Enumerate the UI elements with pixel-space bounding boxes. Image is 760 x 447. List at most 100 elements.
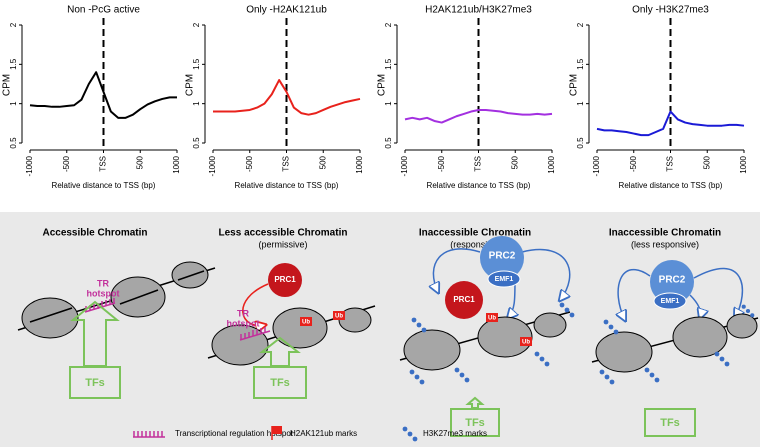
tf-label: TFs bbox=[660, 417, 680, 429]
ub-flag bbox=[333, 311, 345, 320]
panel-permissive: Less accessible Chromatin (permissive) P… bbox=[207, 228, 376, 399]
tf-arrow bbox=[259, 336, 301, 367]
panel-subtitle: (responsive) bbox=[450, 239, 500, 249]
diagram-background bbox=[0, 212, 760, 447]
nucleosome bbox=[272, 307, 328, 349]
y-tick-label: 2 bbox=[576, 22, 585, 27]
x-tick-label: 500 bbox=[702, 155, 711, 169]
y-tick-label: 2 bbox=[9, 22, 18, 27]
x-tick-label: 500 bbox=[318, 155, 327, 169]
tf-box bbox=[450, 408, 500, 437]
prc1-label: PRC1 bbox=[274, 275, 296, 284]
x-axis-label: Relative distance to TSS (bp) bbox=[619, 181, 723, 190]
x-tick-label: 500 bbox=[510, 155, 519, 169]
x-axis-label: Relative distance to TSS (bp) bbox=[427, 181, 531, 190]
x-tick-label: 1000 bbox=[739, 155, 748, 173]
panel-subtitle: (less responsive) bbox=[631, 239, 699, 249]
y-tick-label: 2 bbox=[384, 22, 393, 27]
tr-label: TR bbox=[237, 308, 249, 318]
y-axis-label: CPM bbox=[377, 74, 388, 96]
prc2-arrow bbox=[433, 248, 481, 292]
legend: Transcriptional regulation hotspot H2AK1… bbox=[133, 426, 487, 442]
x-tick-label: 1000 bbox=[172, 155, 181, 173]
nucleosome bbox=[672, 316, 728, 358]
panel-title: Inaccessible Chromatin bbox=[419, 228, 531, 239]
tr-hotspot-comb bbox=[239, 327, 271, 341]
y-tick-label: 0.5 bbox=[9, 137, 18, 149]
y-axis-label: CPM bbox=[2, 74, 13, 96]
panel-responsive: Inaccessible Chromatin (responsive) PRC2… bbox=[399, 228, 575, 437]
x-tick-label: -500 bbox=[629, 155, 638, 172]
nucleosome bbox=[726, 313, 758, 339]
y-tick-label: 0.5 bbox=[576, 137, 585, 149]
x-tick-label: TSS bbox=[99, 156, 108, 172]
x-tick-label: TSS bbox=[474, 156, 483, 172]
ub-label: Ub bbox=[522, 340, 530, 346]
y-tick-label: 1.5 bbox=[9, 58, 18, 70]
emf1-label: EMF1 bbox=[495, 276, 514, 283]
tf-arrow bbox=[465, 396, 485, 409]
prc2-arrow bbox=[618, 268, 651, 320]
tf-arrow bbox=[70, 300, 120, 367]
x-tick-label: TSS bbox=[666, 156, 675, 172]
prc2-label: PRC2 bbox=[659, 275, 686, 286]
prc2 bbox=[650, 260, 694, 304]
hotspot-label: hotspot bbox=[87, 288, 120, 298]
legend-label: H3K27me3 marks bbox=[423, 429, 487, 438]
y-tick-label: 1 bbox=[576, 101, 585, 106]
nucleosome bbox=[533, 312, 567, 338]
legend-label: H2AK121ub marks bbox=[290, 429, 357, 438]
ub-label: Ub bbox=[302, 320, 310, 326]
x-tick-label: 1000 bbox=[355, 155, 364, 173]
y-tick-label: 1.5 bbox=[192, 58, 201, 70]
legend-flag bbox=[272, 426, 282, 434]
x-tick-label: 1000 bbox=[547, 155, 556, 173]
data-line bbox=[596, 110, 745, 137]
x-tick-label: -500 bbox=[245, 155, 254, 172]
prc2-arrow bbox=[693, 267, 742, 318]
panel-title: Inaccessible Chromatin bbox=[609, 228, 721, 239]
y-tick-label: 1.5 bbox=[384, 58, 393, 70]
tf-label: TFs bbox=[85, 377, 105, 389]
x-tick-label: -1000 bbox=[400, 155, 409, 176]
y-tick-label: 2 bbox=[192, 22, 201, 27]
ub-label: Ub bbox=[335, 314, 343, 320]
tf-box bbox=[644, 408, 696, 437]
tr-label: TR bbox=[97, 278, 109, 288]
emf1-label: EMF1 bbox=[661, 298, 680, 305]
x-tick-label: -500 bbox=[437, 155, 446, 172]
emf1 bbox=[487, 270, 521, 288]
legend-comb bbox=[133, 431, 165, 438]
y-tick-label: 1 bbox=[9, 101, 18, 106]
chart-title: Only -H2AK121ub bbox=[246, 5, 327, 16]
dna bbox=[29, 270, 205, 323]
panel-subtitle: (permissive) bbox=[258, 239, 307, 249]
y-axis-label: CPM bbox=[185, 74, 196, 96]
legend-label: Transcriptional regulation hotspot bbox=[175, 429, 294, 438]
y-tick-label: 1 bbox=[384, 101, 393, 106]
emf1 bbox=[653, 292, 687, 310]
prc1-arrow bbox=[242, 283, 268, 326]
prc2 bbox=[480, 236, 524, 280]
ub-flag bbox=[486, 313, 498, 322]
data-line bbox=[213, 79, 361, 116]
nucleosome bbox=[595, 331, 653, 373]
nucleosome bbox=[211, 324, 269, 366]
x-tick-label: -500 bbox=[62, 155, 71, 172]
prc2-label: PRC2 bbox=[489, 251, 516, 262]
x-tick-label: TSS bbox=[282, 156, 291, 172]
tf-label: TFs bbox=[270, 377, 290, 389]
x-axis-label: Relative distance to TSS (bp) bbox=[235, 181, 339, 190]
nucleosome bbox=[403, 329, 461, 371]
prc2-arrow bbox=[689, 294, 701, 318]
panel-title: Accessible Chromatin bbox=[42, 228, 147, 239]
data-line bbox=[29, 71, 177, 119]
panel-title: Less accessible Chromatin bbox=[219, 228, 348, 239]
panel-accessible: Accessible Chromatin TR hotspot TFs bbox=[17, 228, 216, 399]
tf-box bbox=[69, 366, 121, 399]
ub-label: Ub bbox=[488, 316, 496, 322]
data-line bbox=[404, 108, 553, 124]
panel-less-responsive: Inaccessible Chromatin (less responsive)… bbox=[591, 228, 759, 437]
prc2-arrow bbox=[521, 249, 570, 300]
